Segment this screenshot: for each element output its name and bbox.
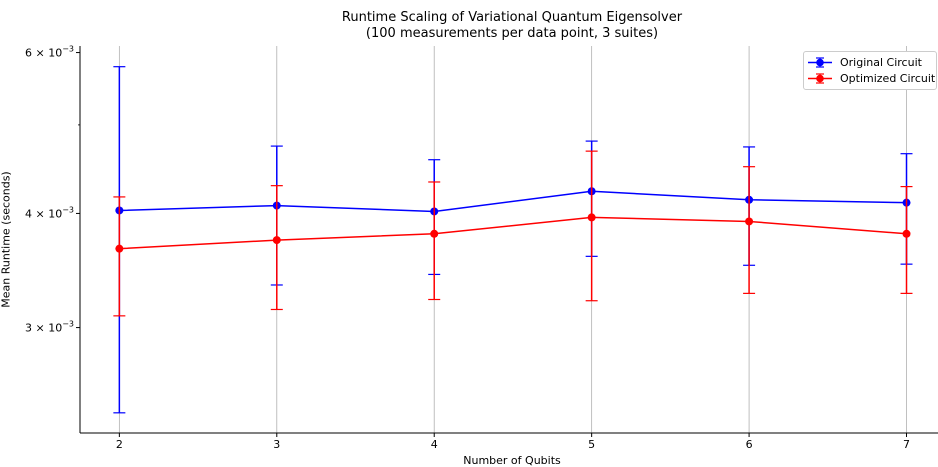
x-tick-label: 6	[746, 438, 753, 451]
legend-label-original: Original Circuit	[840, 56, 922, 69]
chart-title: Runtime Scaling of Variational Quantum E…	[341, 10, 683, 25]
series-layer	[113, 66, 913, 414]
series-0	[113, 66, 913, 414]
legend-marker-original	[808, 57, 832, 68]
legend-entry-optimized: Optimized Circuit	[806, 71, 935, 86]
data-point	[587, 213, 596, 222]
y-tick-label: 4 × 10−3	[25, 205, 74, 220]
data-point	[745, 217, 754, 226]
data-point	[272, 236, 281, 245]
data-point	[902, 229, 911, 238]
x-tick-label: 2	[116, 438, 123, 451]
tick-layer: 2 3 4 5 6 7 6 × 10−3 4 × 10−3 3 × 10−3	[25, 45, 910, 451]
legend: Original Circuit Optimized Circuit	[803, 51, 937, 90]
x-tick-label: 7	[903, 438, 910, 451]
series-line	[119, 216, 907, 250]
legend-label-optimized: Optimized Circuit	[840, 72, 936, 85]
y-tick-label: 6 × 10−3	[25, 45, 74, 60]
y-axis-label: Mean Runtime (seconds)	[0, 171, 13, 308]
series-line	[119, 190, 907, 213]
grid-lines	[118, 46, 907, 433]
x-tick-label: 5	[588, 438, 595, 451]
x-tick-label: 3	[273, 438, 280, 451]
y-tick-label: 3 × 10−3	[25, 320, 74, 335]
legend-marker-optimized	[808, 73, 832, 84]
x-tick-label: 4	[431, 438, 438, 451]
series-1	[113, 150, 913, 317]
chart-subtitle: (100 measurements per data point, 3 suit…	[365, 26, 659, 41]
axes	[79, 46, 938, 434]
data-point	[430, 229, 439, 238]
legend-entry-original: Original Circuit	[806, 55, 922, 70]
data-point	[115, 244, 124, 253]
x-axis-label: Number of Qubits	[463, 454, 561, 467]
